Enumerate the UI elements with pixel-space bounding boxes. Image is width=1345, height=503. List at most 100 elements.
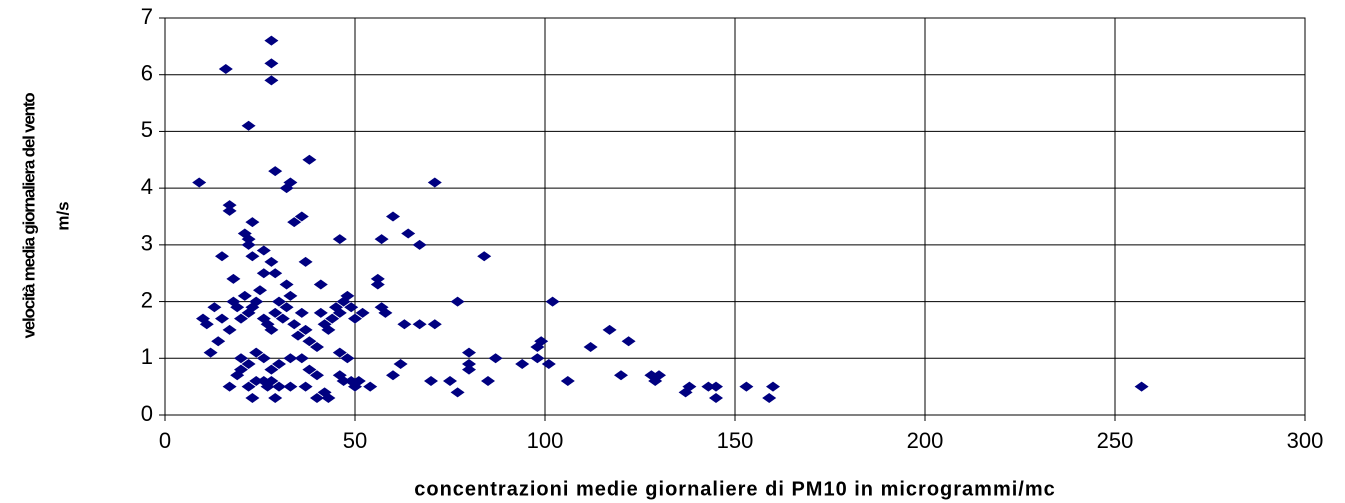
point <box>401 228 416 239</box>
point <box>374 234 389 245</box>
point <box>272 358 286 369</box>
point <box>245 392 260 403</box>
point <box>218 64 233 75</box>
point <box>222 200 237 211</box>
point <box>264 324 279 335</box>
point <box>462 347 476 358</box>
point <box>397 319 412 330</box>
point <box>332 347 347 358</box>
x-tick-label: 200 <box>907 428 944 453</box>
point <box>298 324 313 335</box>
point <box>241 120 256 131</box>
point <box>427 177 442 188</box>
point <box>450 387 465 398</box>
point <box>245 251 260 262</box>
y-tick-label: 3 <box>141 231 153 256</box>
point <box>234 313 248 324</box>
point <box>245 217 260 228</box>
point <box>560 375 575 386</box>
point <box>264 75 279 86</box>
point <box>450 296 465 307</box>
point <box>283 381 298 392</box>
point <box>427 319 442 330</box>
y-tick-label: 2 <box>141 287 153 312</box>
point <box>264 35 279 46</box>
point <box>264 375 279 386</box>
point <box>203 347 218 358</box>
point <box>332 307 347 318</box>
point <box>264 256 279 267</box>
point <box>272 296 286 307</box>
point <box>313 307 328 318</box>
point <box>443 375 457 386</box>
x-tick-label: 250 <box>1097 428 1134 453</box>
y-axis-unit: m/s <box>53 201 72 230</box>
point <box>302 154 317 165</box>
point <box>583 341 598 352</box>
point <box>287 319 302 330</box>
point <box>226 273 241 284</box>
point <box>264 58 279 69</box>
point <box>424 375 438 386</box>
point <box>739 381 754 392</box>
point <box>321 392 336 403</box>
y-tick-label: 6 <box>141 61 153 86</box>
point <box>253 285 267 296</box>
y-tick-label: 7 <box>141 4 153 29</box>
point <box>241 234 256 245</box>
point <box>222 205 237 216</box>
x-axis-title: concentrazioni medie giornaliere di PM10… <box>414 478 1056 500</box>
x-tick-label: 100 <box>527 428 564 453</box>
point <box>412 319 427 330</box>
point <box>709 381 723 392</box>
point <box>378 307 393 318</box>
point <box>215 313 229 324</box>
x-tick-label: 300 <box>1287 428 1324 453</box>
point <box>222 381 237 392</box>
point <box>332 234 347 245</box>
point <box>283 290 298 301</box>
point <box>268 307 283 318</box>
point <box>363 381 378 392</box>
point <box>291 330 305 341</box>
point <box>249 296 264 307</box>
y-tick-label: 0 <box>141 401 153 426</box>
point <box>268 166 283 177</box>
x-tick-label: 50 <box>343 428 367 453</box>
point <box>294 353 309 364</box>
point <box>234 364 248 375</box>
point <box>283 353 298 364</box>
y-tick-label: 5 <box>141 117 153 142</box>
point <box>275 313 290 324</box>
point <box>199 319 214 330</box>
point <box>211 336 226 347</box>
point <box>234 353 248 364</box>
point <box>268 268 283 279</box>
point <box>241 358 256 369</box>
point <box>264 364 279 375</box>
point <box>541 358 556 369</box>
point <box>370 279 385 290</box>
point <box>682 381 697 392</box>
point <box>370 273 385 284</box>
point <box>294 307 309 318</box>
point <box>709 392 723 403</box>
point <box>534 336 549 347</box>
point <box>310 392 324 403</box>
point <box>207 302 222 313</box>
point <box>298 381 313 392</box>
x-tick-label: 150 <box>717 428 754 453</box>
plot-border <box>164 17 1306 416</box>
point <box>348 313 362 324</box>
point <box>241 381 256 392</box>
point <box>256 353 271 364</box>
point <box>515 358 530 369</box>
point <box>340 290 355 301</box>
point <box>344 302 359 313</box>
point <box>302 364 317 375</box>
point <box>249 375 264 386</box>
point <box>325 313 340 324</box>
point <box>298 256 313 267</box>
point <box>310 370 324 381</box>
